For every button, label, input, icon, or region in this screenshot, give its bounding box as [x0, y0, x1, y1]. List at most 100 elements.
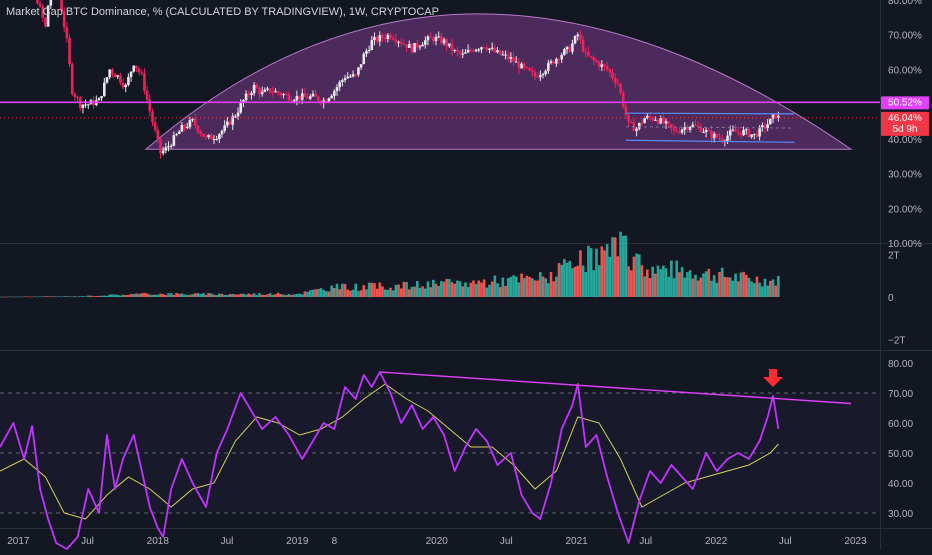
candle [140, 69, 144, 76]
candle-body [274, 91, 277, 93]
candle-body [81, 104, 85, 108]
candle [383, 33, 387, 43]
candle [351, 70, 355, 78]
volume-bar [680, 267, 684, 297]
volume-bar [212, 294, 216, 297]
volume-bar [28, 296, 31, 298]
candle-body [544, 70, 547, 74]
volume-bar [381, 286, 384, 297]
candle [164, 143, 168, 154]
volume-bar [362, 285, 366, 297]
candle [145, 85, 149, 104]
last-price-badge: 46.04%5d 9h [881, 111, 929, 136]
time-axis-tick-label: 2018 [147, 536, 170, 547]
candle-body [314, 93, 317, 97]
volume-bar [440, 281, 443, 297]
volume-bar [493, 275, 497, 297]
rsi-axis-tick-label: 40.00 [888, 479, 913, 490]
time-axis-tick-label: Jul [779, 536, 792, 547]
volume-bar [177, 293, 181, 297]
candle [573, 35, 577, 45]
volume-bar [576, 265, 580, 297]
candle-body [365, 50, 368, 54]
candle [514, 56, 518, 63]
candle [482, 46, 486, 49]
candle [659, 115, 662, 125]
volume-bar [477, 280, 481, 297]
candle-body [252, 84, 256, 94]
candle-body [199, 131, 202, 134]
candle [255, 82, 259, 89]
candle-body [103, 82, 106, 97]
volume-bar [394, 284, 398, 297]
candle-body [188, 120, 192, 128]
candle [215, 136, 218, 141]
candle-body [469, 49, 473, 51]
volume-bar [525, 275, 529, 297]
volume-bar [736, 281, 740, 297]
last-price-badge-text: 5d 9h [892, 124, 917, 135]
volume-bar [156, 294, 160, 297]
candle-body [124, 84, 128, 88]
candle-body [742, 129, 745, 136]
volume-bar [530, 278, 534, 297]
volume-bar [592, 270, 596, 297]
candle [335, 84, 339, 96]
volume-bar [159, 293, 162, 297]
candle [151, 108, 154, 127]
candle [247, 90, 251, 99]
candle [373, 32, 376, 46]
volume-bar [386, 289, 390, 297]
volume-bar [204, 294, 208, 297]
candle-body [180, 124, 184, 132]
candle [41, 4, 45, 22]
candle [603, 63, 606, 71]
candle [704, 127, 708, 138]
candle [391, 34, 395, 41]
candle-body [239, 103, 243, 113]
candle-body [571, 43, 574, 52]
last-price-badge-box [881, 111, 929, 136]
candle-body [769, 118, 772, 125]
candle [308, 94, 312, 101]
candle [378, 31, 382, 47]
volume-bar [656, 265, 660, 297]
candle [426, 34, 430, 46]
volume-bar [354, 283, 358, 297]
volume-bar [589, 248, 593, 297]
candle-body [290, 100, 293, 102]
candle [579, 30, 582, 44]
candle [137, 66, 141, 76]
candle-body [498, 50, 502, 55]
candle-body [300, 93, 304, 100]
candle [183, 123, 186, 132]
candle-body [728, 130, 732, 136]
volume-bar [613, 237, 617, 297]
volume-bar [777, 275, 780, 297]
volume-bar [231, 293, 235, 297]
candle-body [645, 115, 649, 119]
candle-body [581, 39, 585, 52]
volume-bar [739, 272, 743, 297]
volume-bar [488, 284, 491, 297]
candle [547, 59, 550, 74]
candle-body [129, 71, 133, 78]
volume-bar [169, 293, 173, 297]
candle-body [137, 68, 141, 73]
time-axis-tick-label: 2020 [426, 536, 449, 547]
volume-bar [175, 293, 178, 297]
candle-body [135, 65, 138, 69]
candle-body [552, 61, 555, 64]
candle [282, 92, 285, 99]
volume-bar [662, 265, 665, 297]
volume-bar [132, 294, 136, 297]
candle [86, 103, 90, 109]
volume-bar [180, 293, 184, 297]
candle-body [49, 0, 53, 6]
candle [675, 127, 679, 134]
volume-bar [378, 282, 382, 297]
volume-bar [498, 287, 502, 297]
candle-body [70, 64, 74, 94]
candle [761, 122, 764, 132]
